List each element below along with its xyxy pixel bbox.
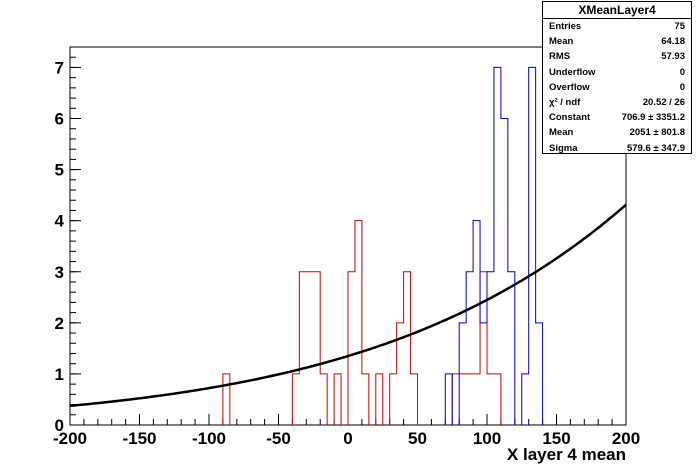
y-tick-label: 0 [55,416,64,435]
stats-row: Mean 64.18 [543,34,691,49]
stats-row: Sigma 579.6 ± 347.9 [543,141,691,156]
stats-row: Underflow 0 [543,65,691,80]
stats-label: Overflow [549,81,590,93]
x-tick-label: 0 [343,429,352,448]
y-tick-label: 1 [55,365,64,384]
stats-row: χ² / ndf 20.52 / 26 [543,95,691,110]
stats-value: 0 [679,66,685,78]
stats-label: Entries [549,21,582,32]
x-axis: -200 -150 -100 -50 0 50 100 150 200 [53,414,640,448]
stats-label: χ² / ndf [549,96,581,108]
stats-box-title: XMeanLayer4 [543,2,691,19]
stats-label: Sigma [549,142,578,154]
y-axis: 0 1 2 3 4 5 6 7 [55,46,81,435]
y-tick-label: 7 [55,58,64,77]
stats-value: 75 [674,21,685,32]
stats-value: 0 [679,81,685,93]
stats-label: Underflow [549,66,596,78]
stats-row: Entries 75 [543,19,691,34]
y-tick-label: 5 [55,161,64,180]
fit-curve [69,203,627,408]
stats-value: 706.9 ± 3351.2 [621,112,685,124]
histogram-series-1 [444,66,544,425]
stats-label: RMS [549,51,571,63]
x-tick-label: 150 [542,429,570,448]
x-tick-label: 200 [612,429,640,448]
y-tick-label: 4 [55,212,65,231]
histogram-series [222,66,544,425]
stats-rows: Entries 75 Mean 64.18 RMS 57.93 Underflow 0 Over… [543,19,691,156]
stats-label: Mean [549,127,574,139]
x-tick-label: -100 [192,429,226,448]
stats-row: Overflow 0 [543,80,691,95]
stats-value: 57.93 [661,51,685,63]
stats-row: RMS 57.93 [543,49,691,64]
stats-value: 579.6 ± 347.9 [626,142,685,154]
stats-label: Constant [549,112,591,124]
y-tick-label: 2 [55,314,64,333]
x-axis-title: X layer 4 mean [507,445,626,464]
x-tick-label: 100 [473,429,501,448]
y-tick-label: 3 [55,263,64,282]
x-tick-label: 50 [408,429,427,448]
stats-value: 64.18 [661,36,685,48]
stats-row: Mean 2051 ± 801.8 [543,125,691,140]
stats-value: 2051 ± 801.8 [629,127,685,139]
x-tick-label: -200 [53,429,87,448]
stats-label: Mean [549,36,574,48]
stats-value: 20.52 / 26 [642,96,685,108]
y-tick-label: 6 [55,110,64,129]
histogram-series-0 [222,220,502,425]
stats-row: Constant 706.9 ± 3351.2 [543,110,691,125]
x-tick-label: -150 [122,429,156,448]
stats-box: XMeanLayer4 Entries 75 Mean 64.18 RMS 57.93 Un… [542,1,692,154]
x-tick-label: -50 [266,429,291,448]
